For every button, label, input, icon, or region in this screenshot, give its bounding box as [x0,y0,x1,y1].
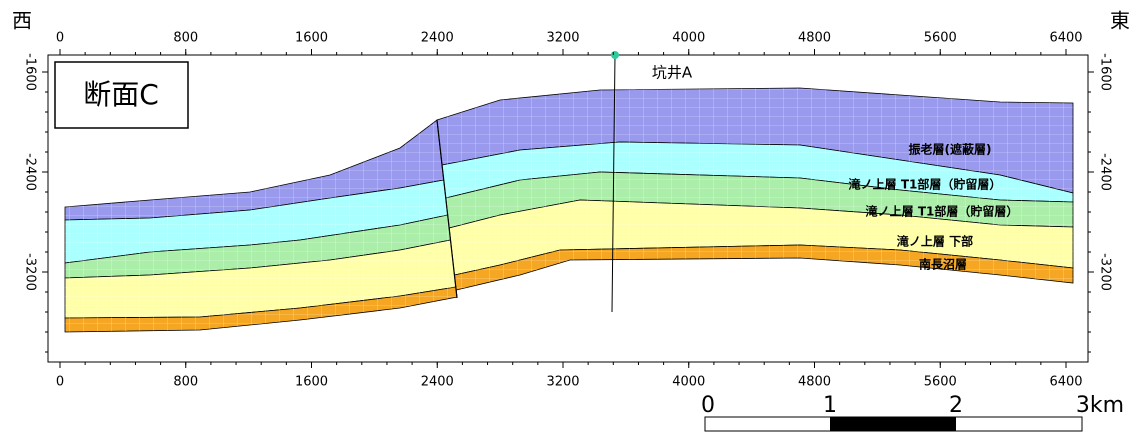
y-tick-label: -2400 [23,153,38,191]
x-tick-label: 0 [56,375,64,390]
scale-label: 2 [949,393,963,418]
layer-label: 滝ノ上層 下部 [897,234,973,249]
y-tick-label: -3200 [23,253,38,291]
layer-label: 南長沼層 [919,257,967,272]
well-label: 坑井A [652,64,693,82]
cross-section: 西 東 坑井A 断面C 振老層(遮蔽層) 滝ノ上層 T1部層（貯留層） 滝ノ上層… [0,0,1140,434]
x-tick-label: 4800 [798,31,831,46]
x-tick-label: 2400 [421,375,454,390]
y-tick-label: -1600 [23,53,38,91]
x-tick-label: 6400 [1049,375,1082,390]
x-tick-label: 5600 [924,31,957,46]
title: 断面C [83,78,159,111]
x-tick-label: 3200 [546,31,579,46]
layer-label: 滝ノ上層 T1部層（貯留層） [849,177,1002,192]
x-tick-label: 5600 [924,375,957,390]
x-tick-label: 4000 [672,31,705,46]
scale-label: 0 [701,393,715,418]
scale-bar [705,417,1082,431]
well-marker [611,51,619,59]
y-tick-label: -2400 [1098,153,1113,191]
corner-east: 東 [1110,9,1130,33]
x-tick-label: 3200 [546,375,579,390]
layer-label: 滝ノ上層 T1部層（貯留層） [866,204,1019,219]
scale-label: 1 [823,393,837,418]
scale-label: 3km [1076,393,1124,418]
x-tick-label: 0 [56,31,64,46]
x-tick-label: 6400 [1049,31,1082,46]
x-tick-label: 800 [173,31,198,46]
x-tick-label: 4800 [798,375,831,390]
x-tick-label: 1600 [295,31,328,46]
layer-label: 振老層(遮蔽層) [909,142,992,157]
y-tick-label: -1600 [1098,53,1113,91]
x-tick-label: 4000 [672,375,705,390]
y-tick-label: -3200 [1098,253,1113,291]
corner-west: 西 [12,9,32,33]
x-tick-label: 800 [173,375,198,390]
x-tick-label: 2400 [421,31,454,46]
x-tick-label: 1600 [295,375,328,390]
